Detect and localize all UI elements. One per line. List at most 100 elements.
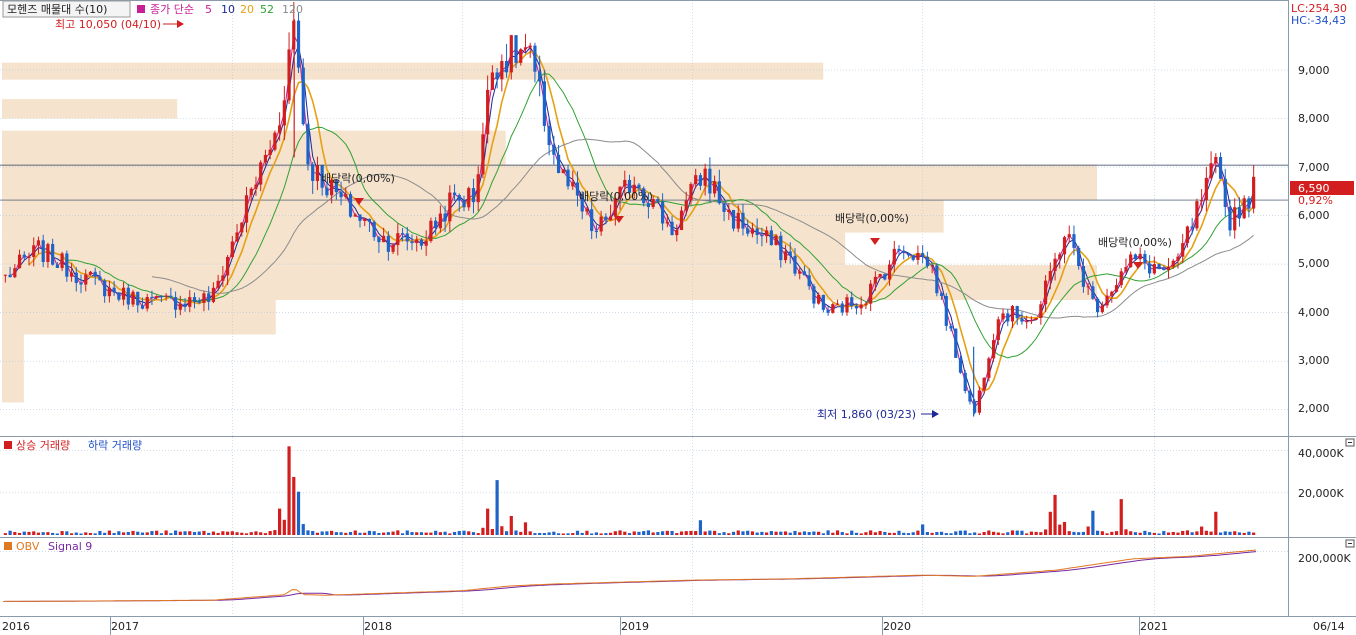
candle-body [968,391,972,402]
candle-body [958,357,963,373]
candle-body [192,297,197,302]
x-tick-label: 2021 [1140,620,1168,633]
volume-bar [183,531,187,535]
candle-body [1181,243,1185,257]
volume-bar [287,446,291,535]
volume-legend-swatch [4,441,12,449]
dividend-label: 배당락(0,00%) [1098,236,1172,249]
volume-bar [552,531,556,535]
volume-bar [452,531,457,535]
candle-body [235,232,239,242]
candle-body [188,297,192,307]
volume-bar [651,532,655,535]
dividend-label: 배당락(0,00%) [579,190,653,203]
price-tick-label: 9,000 [1298,64,1330,77]
volume-bar [826,530,830,535]
candle-body [65,253,69,277]
volume-bar [793,530,797,535]
legend-box[interactable] [2,0,131,18]
candle-body [424,241,428,246]
dividend-marker [1133,262,1143,269]
candle-body [878,274,882,277]
volume-bar [1091,510,1095,535]
obv-panel[interactable] [0,538,1288,616]
candle-body [330,179,334,196]
candle-body [382,235,386,243]
candle-body [315,165,320,181]
volume-bar [1143,530,1147,535]
candle-body [892,248,896,265]
candle-body [55,264,59,268]
volume-bar [259,532,263,535]
candle-body [259,162,263,185]
candle-body [32,245,36,257]
volume-bar [802,531,807,535]
volume-bar [1171,531,1175,535]
volume-bar [1072,531,1076,535]
volume-bar [462,530,466,535]
price-panel[interactable] [0,0,1288,436]
volume-bar [211,531,216,535]
volume-bar [883,531,887,535]
volume-bar [627,533,632,535]
candle-body [590,209,594,232]
volume-bar [202,530,206,535]
volume-bar [1048,511,1052,535]
volume-bar [722,532,726,535]
candle-body [632,184,636,193]
volume-bar [372,531,376,535]
volume-profile-bar [2,334,24,368]
candle-body [1114,285,1119,292]
candle-body [88,271,93,275]
volume-bar [121,532,126,535]
volume-bar [817,531,821,535]
candle-body [1039,304,1043,318]
volume-bar [8,530,12,535]
candle-body [1247,198,1251,209]
volume-bar [1067,531,1071,535]
candle-body [618,186,622,199]
candle-body [613,198,617,217]
volume-panel[interactable] [0,437,1288,537]
volume-bar [675,533,679,535]
volume-bar [892,532,896,535]
volume-bar [500,526,504,535]
volume-bar [949,533,953,535]
dividend-marker [614,216,624,223]
volume-profile-bar [2,200,944,233]
volume-bar [1114,531,1119,535]
volume-bar [1228,531,1232,535]
volume-bar [703,531,707,535]
volume-bar [533,533,537,535]
volume-bar [334,532,338,535]
candle-body [703,168,707,186]
candle-body [320,165,324,188]
volume-bar [850,530,854,535]
volume-bar [694,531,698,535]
candle-body [864,303,868,305]
volume-bar [1062,521,1067,535]
obv-lines [2,549,1257,602]
volume-bar [358,532,362,535]
price-gridlines [0,0,1288,436]
candle-body [717,181,721,204]
volume-bar [665,530,669,535]
volume-bar [642,531,646,535]
candle-body [490,72,494,90]
volume-bar [443,531,447,535]
candle-body [74,272,78,284]
candle-body [769,230,773,246]
candle-body [396,233,400,246]
candle-body [727,209,731,212]
volume-bar [708,530,712,535]
candle-body [887,264,892,280]
candle-body [642,188,646,204]
candle-body [377,237,381,243]
current-price-change: 0,92% [1298,194,1333,207]
candle-body [675,230,679,236]
candle-body [457,195,461,201]
candle-body [1091,286,1095,299]
candle-body [509,35,513,73]
candle-body [556,154,561,173]
volume-bar [386,532,390,535]
